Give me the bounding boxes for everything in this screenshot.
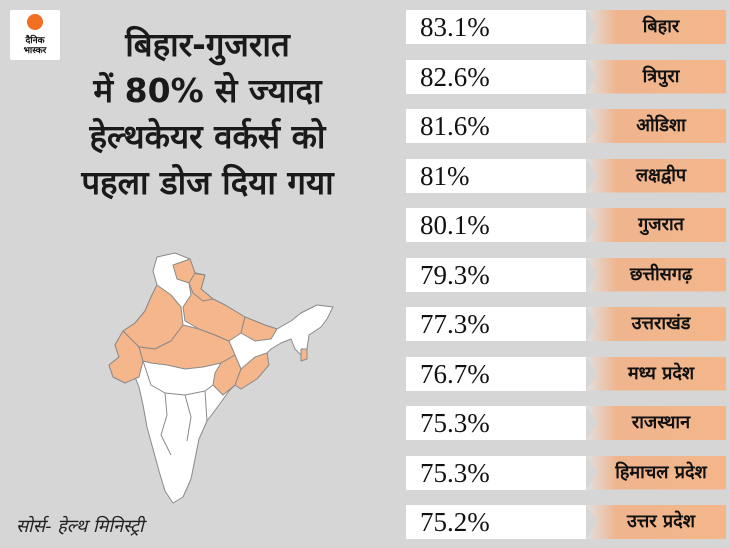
chart-title: बिहार-गुजरात में 80% से ज्यादा हेल्थकेयर… xyxy=(35,22,380,206)
state-chhattisgarh xyxy=(212,354,242,396)
bar-category-label: ओडिशा xyxy=(586,109,726,143)
bar-value-label: 81% xyxy=(406,158,586,193)
state-tripura xyxy=(300,348,308,362)
bar-category-label: लक्षद्वीप xyxy=(586,158,726,193)
bar-value-label: 75.3% xyxy=(406,406,586,440)
bar-category-label: गुजरात xyxy=(586,208,726,242)
title-line-4: पहला डोज दिया गया xyxy=(81,163,334,202)
state-bihar xyxy=(240,316,278,342)
bar-value-label: 75.2% xyxy=(406,505,586,539)
bar-category-label: उत्तराखंड xyxy=(586,307,726,341)
bar-value-label: 77.3% xyxy=(406,307,586,341)
bar-row: 76.7% मध्य प्रदेश xyxy=(406,356,726,391)
bar-row: 80.1% गुजरात xyxy=(406,208,726,242)
bar-category-label: छत्तीसगढ़ xyxy=(586,257,726,292)
title-line-3: हेल्थकेयर वर्कर्स को xyxy=(89,117,326,156)
bar-row: 75.3% हिमाचल प्रदेश xyxy=(406,455,726,490)
bar-value-label: 83.1% xyxy=(406,10,586,44)
bar-row: 75.3% राजस्थान xyxy=(406,406,726,440)
state-uttarakhand xyxy=(188,272,214,302)
bar-category-label: राजस्थान xyxy=(586,406,726,440)
title-line-2: में 80% से ज्यादा xyxy=(93,71,322,110)
title-line-1: बिहार-गुजरात xyxy=(125,25,290,64)
state-himachal xyxy=(172,258,196,284)
state-gujarat xyxy=(108,330,144,384)
india-map xyxy=(108,252,334,504)
bar-category-label: त्रिपुरा xyxy=(586,59,726,94)
bar-list: 83.1% बिहार 82.6% त्रिपुरा 81.6% ओडिशा 81% लक्ष… xyxy=(406,10,726,545)
bar-row: 77.3% उत्तराखंड xyxy=(406,307,726,341)
bar-category-label: बिहार xyxy=(586,10,726,44)
logo-text-line2: भास्कर xyxy=(23,46,47,56)
bar-category-label: मध्य प्रदेश xyxy=(586,356,726,391)
bar-row: 79.3% छत्तीसगढ़ xyxy=(406,257,726,292)
bar-category-label: उत्तर प्रदेश xyxy=(586,505,726,539)
bar-value-label: 75.3% xyxy=(406,455,586,490)
sun-logo-icon xyxy=(27,14,43,30)
bar-row: 83.1% बिहार xyxy=(406,10,726,44)
bar-row: 81% लक्षद्वीप xyxy=(406,158,726,193)
dainik-bhaskar-logo: दैनिक भास्कर xyxy=(10,10,60,60)
bar-value-label: 80.1% xyxy=(406,208,586,242)
bar-row: 82.6% त्रिपुरा xyxy=(406,59,726,94)
bar-value-label: 81.6% xyxy=(406,109,586,143)
bar-category-label: हिमाचल प्रदेश xyxy=(586,455,726,490)
logo-text-line1: दैनिक xyxy=(25,36,45,46)
bar-value-label: 79.3% xyxy=(406,257,586,292)
bar-value-label: 82.6% xyxy=(406,59,586,94)
bar-value-label: 76.7% xyxy=(406,356,586,391)
source-note: सोर्स- हेल्थ मिनिस्ट्री xyxy=(16,516,144,537)
bar-row: 75.2% उत्तर प्रदेश xyxy=(406,505,726,539)
state-odisha xyxy=(234,352,270,390)
bar-row: 81.6% ओडिशा xyxy=(406,109,726,143)
